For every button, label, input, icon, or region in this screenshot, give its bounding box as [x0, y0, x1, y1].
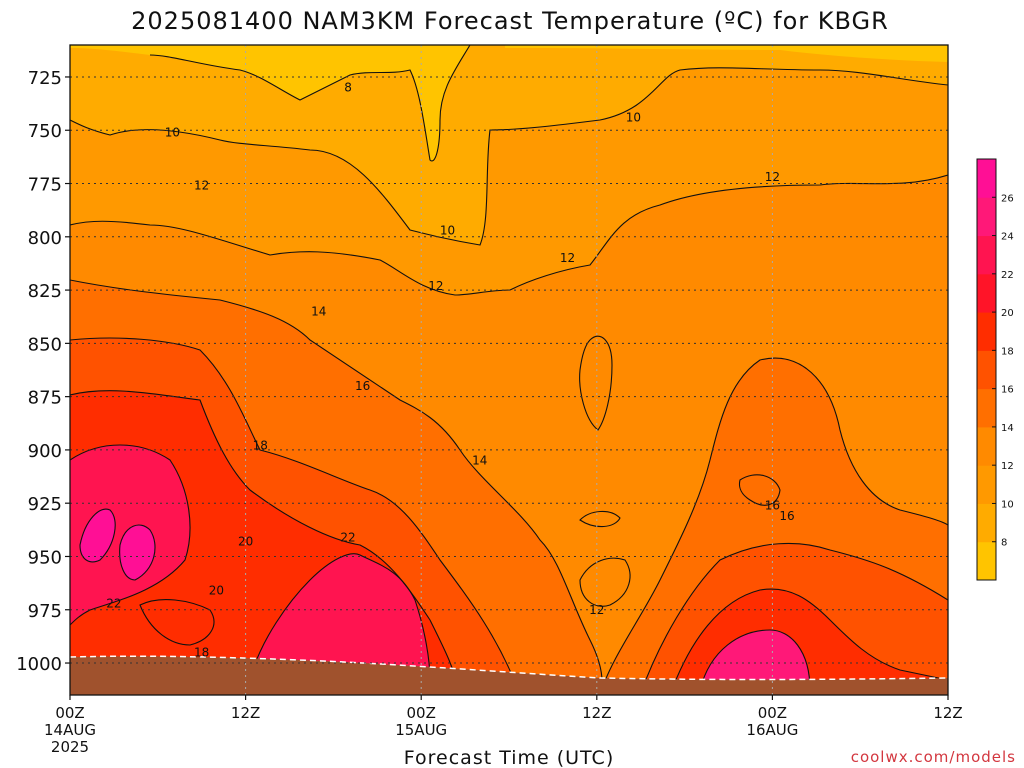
band-24-26-b	[119, 525, 155, 580]
colorbar-tick-label: 12	[1001, 461, 1014, 472]
contour-label: 22	[106, 596, 121, 610]
contour-lines	[70, 45, 948, 695]
colorbar-tick-label: 8	[1001, 538, 1007, 549]
contour-label: 10	[165, 125, 180, 139]
colorbar-segment	[977, 350, 996, 390]
x-tick-label: 14AUG	[44, 721, 96, 739]
colorbar-segment	[977, 159, 996, 198]
band-6-8	[70, 45, 470, 161]
x-tick-label: 12Z	[582, 704, 611, 722]
colorbar-segment	[977, 235, 996, 275]
colorbar-segment	[977, 388, 996, 428]
colorbar-segment	[977, 312, 996, 351]
y-tick-label: 725	[28, 68, 62, 89]
band-8-10	[70, 45, 948, 245]
contour-label: 14	[472, 454, 487, 468]
contour-label: 22	[340, 530, 355, 544]
colorbar-segment	[977, 465, 996, 504]
x-tick-label: 12Z	[933, 704, 962, 722]
y-tick-label: 950	[28, 547, 62, 568]
x-tick-label: 15AUG	[395, 721, 447, 739]
colorbar-segment	[977, 503, 996, 543]
x-tick-label: 00Z	[55, 704, 84, 722]
colorbar-tick-label: 20	[1001, 308, 1014, 319]
y-tick-label: 900	[28, 441, 62, 462]
x-tick-label: 00Z	[758, 704, 787, 722]
colorbar-frame	[976, 158, 997, 581]
chart-title: 2025081400 NAM3KM Forecast Temperature (…	[131, 7, 889, 35]
x-tick-label: 2025	[51, 738, 89, 756]
colorbar-tick-label: 22	[1001, 270, 1014, 281]
y-tick-label: 800	[28, 228, 62, 249]
x-axis-label: Forecast Time (UTC)	[404, 747, 614, 768]
x-tick-label: 00Z	[407, 704, 436, 722]
contour-label: 12	[560, 251, 575, 265]
y-tick-label: 850	[28, 334, 62, 355]
band-20-24-center	[250, 553, 430, 680]
contour-label: 20	[238, 535, 253, 549]
colorbar-tick-label: 10	[1001, 499, 1014, 510]
ground-terrain	[70, 656, 948, 695]
colorbar-tick-label: 14	[1001, 423, 1014, 434]
contour-label: 16	[355, 379, 370, 393]
contour-label: 10	[440, 223, 455, 237]
surface-line	[70, 655, 948, 681]
colorbar-segment	[977, 426, 996, 466]
temperature-field	[70, 45, 948, 695]
grid-lines	[70, 45, 948, 695]
contour-label: 20	[209, 584, 224, 598]
contour-label: 16	[779, 509, 794, 523]
y-tick-label: 825	[28, 281, 62, 302]
y-tick-label: 975	[28, 601, 62, 622]
band-6-8-right	[505, 45, 948, 62]
y-tick-label: 1000	[16, 654, 62, 675]
x-tick-label: 12Z	[231, 704, 260, 722]
axes: 725 750 775 800 825 850 875 900 925 950 975 1000 00Z…	[16, 68, 963, 756]
contour-label: 16	[765, 498, 780, 512]
y-tick-label: 775	[28, 175, 62, 196]
contour-label: 18	[253, 439, 268, 453]
contour-label: 12	[589, 603, 604, 617]
contour-label: 10	[626, 110, 641, 124]
colorbar-segment	[977, 541, 996, 581]
plot-frame	[69, 44, 949, 696]
colorbar-tick-label: 16	[1001, 385, 1014, 396]
y-tick-label: 875	[28, 388, 62, 409]
y-tick-label: 925	[28, 494, 62, 515]
contour-label: 18	[194, 645, 209, 659]
credit-text: coolwx.com/models	[851, 748, 1016, 766]
contour-label: 14	[311, 304, 326, 318]
colorbar-segment	[977, 197, 996, 237]
colorbar-tick-label: 24	[1001, 232, 1014, 243]
contour-label: 12	[194, 179, 209, 193]
colorbar-segment	[977, 273, 996, 313]
colorbar-tick-label: 26	[1001, 193, 1014, 204]
colorbar-tick-label: 18	[1001, 346, 1014, 357]
contour-label: 8	[344, 81, 352, 95]
x-tick-label: 16AUG	[746, 721, 798, 739]
contour-label: 12	[428, 279, 443, 293]
colorbar: 8 10 12 14 16 18 20 22 24 26	[976, 158, 1014, 581]
y-tick-label: 750	[28, 121, 62, 142]
contour-label: 12	[765, 170, 780, 184]
